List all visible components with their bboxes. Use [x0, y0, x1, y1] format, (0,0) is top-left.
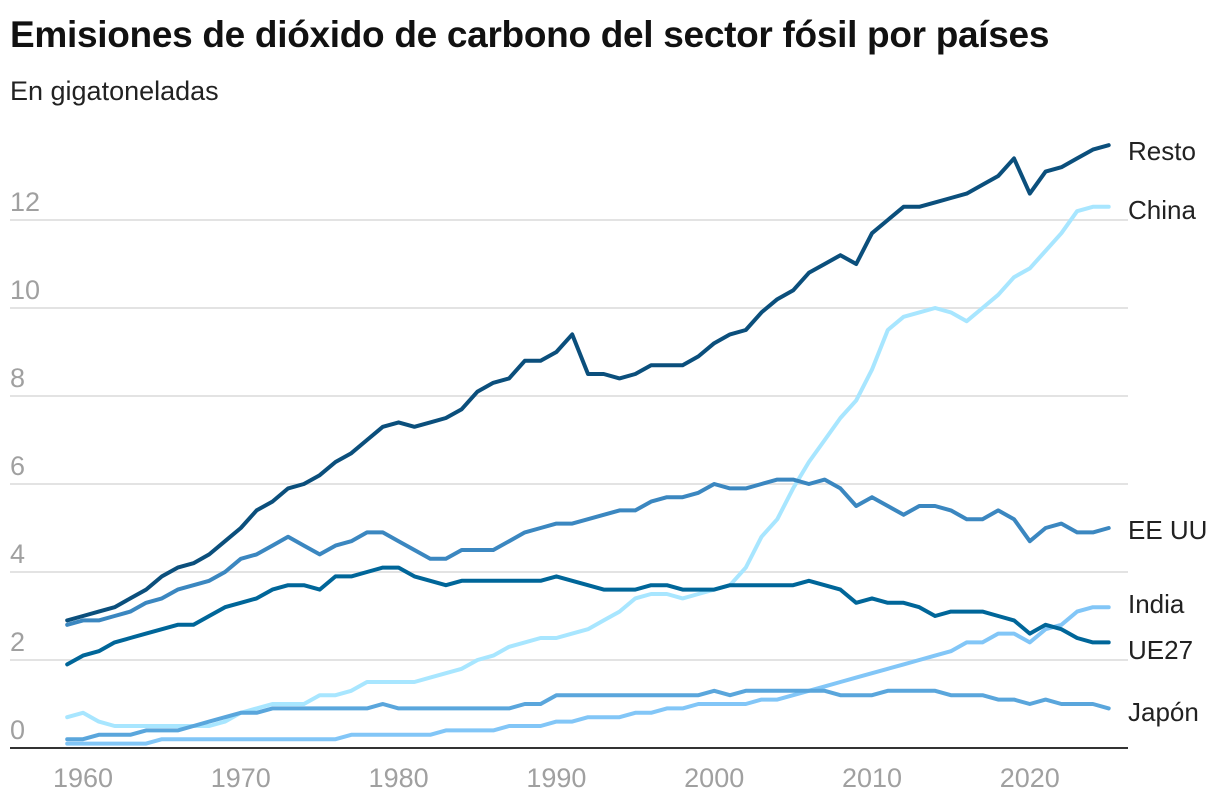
- series-label: China: [1128, 195, 1196, 225]
- series-line-ue27: [65, 565, 1111, 667]
- y-tick-label: 12: [10, 187, 40, 217]
- x-tick-label: 1960: [53, 763, 113, 793]
- x-tick-label: 1980: [369, 763, 429, 793]
- series-line-japón: [65, 688, 1111, 742]
- y-tick-label: 6: [10, 451, 25, 481]
- series-label: EE UU: [1128, 515, 1207, 545]
- x-tick-label: 2000: [684, 763, 744, 793]
- series-line-india: [65, 605, 1111, 746]
- x-tick-label: 1990: [526, 763, 586, 793]
- series-label: Resto: [1128, 136, 1196, 166]
- series-label: India: [1128, 589, 1185, 619]
- y-tick-label: 4: [10, 539, 25, 569]
- chart-subtitle: En gigatoneladas: [10, 76, 219, 106]
- x-tick-label: 2010: [842, 763, 902, 793]
- series-line-ee-uu: [65, 477, 1111, 627]
- y-tick-label: 0: [10, 715, 25, 745]
- series-label: Japón: [1128, 697, 1199, 727]
- y-tick-label: 8: [10, 363, 25, 393]
- chart-title: Emisiones de dióxido de carbono del sect…: [10, 14, 1050, 55]
- y-tick-label: 2: [10, 627, 25, 657]
- x-tick-label: 2020: [1000, 763, 1060, 793]
- series-line-resto: [65, 143, 1111, 623]
- x-tick-label: 1970: [211, 763, 271, 793]
- y-tick-label: 10: [10, 275, 40, 305]
- series-label: UE27: [1128, 635, 1193, 665]
